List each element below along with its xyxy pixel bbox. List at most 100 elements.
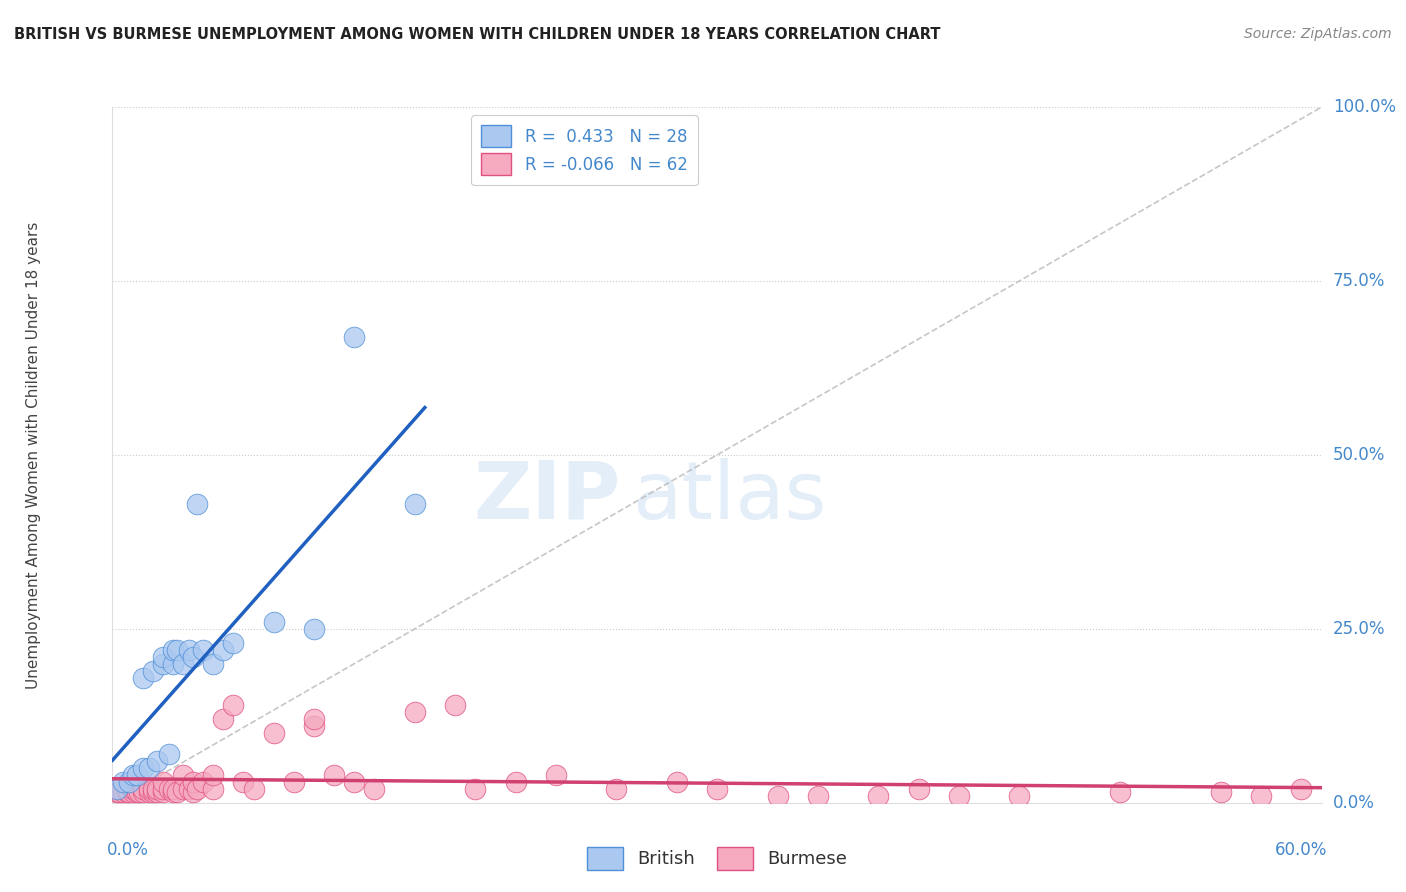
Point xyxy=(115,785,138,799)
Point xyxy=(283,775,305,789)
Point xyxy=(121,785,143,799)
Point xyxy=(125,785,148,799)
Point xyxy=(152,657,174,671)
Point xyxy=(177,642,200,657)
Text: 0.0%: 0.0% xyxy=(1333,794,1375,812)
Point xyxy=(807,789,830,803)
Point xyxy=(138,785,160,799)
Point xyxy=(172,768,194,782)
Point xyxy=(907,781,929,796)
Point xyxy=(146,785,169,799)
Point xyxy=(181,649,204,664)
Text: ZIP: ZIP xyxy=(472,458,620,536)
Point xyxy=(706,781,728,796)
Point xyxy=(117,775,139,789)
Point xyxy=(107,785,129,799)
Point xyxy=(1250,789,1272,803)
Point xyxy=(212,642,235,657)
Point xyxy=(222,636,245,650)
Point xyxy=(242,781,264,796)
Text: Source: ZipAtlas.com: Source: ZipAtlas.com xyxy=(1244,27,1392,41)
Point xyxy=(121,768,143,782)
Point xyxy=(157,747,180,761)
Point xyxy=(111,775,134,789)
Point xyxy=(157,781,180,796)
Point xyxy=(132,785,155,799)
Point xyxy=(222,698,245,713)
Text: Unemployment Among Women with Children Under 18 years: Unemployment Among Women with Children U… xyxy=(27,221,41,689)
Text: 50.0%: 50.0% xyxy=(1333,446,1385,464)
Point xyxy=(202,657,225,671)
Point xyxy=(142,664,165,678)
Point xyxy=(665,775,688,789)
Point xyxy=(105,785,128,799)
Point xyxy=(544,768,567,782)
Point xyxy=(766,789,789,803)
Point xyxy=(263,615,285,629)
Point xyxy=(146,781,169,796)
Point xyxy=(146,754,169,768)
Point xyxy=(152,649,174,664)
Point xyxy=(132,761,155,775)
Text: 75.0%: 75.0% xyxy=(1333,272,1385,290)
Point xyxy=(202,768,225,782)
Text: 0.0%: 0.0% xyxy=(107,841,148,859)
Point xyxy=(1008,789,1031,803)
Point xyxy=(132,781,155,796)
Point xyxy=(1209,785,1232,799)
Point xyxy=(152,785,174,799)
Point xyxy=(121,781,143,796)
Point xyxy=(105,781,128,796)
Point xyxy=(172,781,194,796)
Point xyxy=(263,726,285,740)
Point xyxy=(1291,781,1313,796)
Point xyxy=(142,785,165,799)
Point xyxy=(404,497,426,511)
Point xyxy=(505,775,527,789)
Point xyxy=(138,761,160,775)
Point xyxy=(948,789,970,803)
Point xyxy=(162,781,184,796)
Point xyxy=(302,712,325,726)
Point xyxy=(302,622,325,636)
Point xyxy=(152,781,174,796)
Point xyxy=(138,781,160,796)
Point xyxy=(302,719,325,733)
Point xyxy=(152,775,174,789)
Point xyxy=(128,785,150,799)
Point xyxy=(125,768,148,782)
Point xyxy=(343,775,366,789)
Point xyxy=(323,768,346,782)
Point xyxy=(132,671,155,685)
Point xyxy=(172,657,194,671)
Point xyxy=(142,781,165,796)
Point xyxy=(186,781,208,796)
Point xyxy=(177,781,200,796)
Point xyxy=(232,775,254,789)
Point xyxy=(868,789,890,803)
Text: atlas: atlas xyxy=(633,458,827,536)
Point xyxy=(191,642,214,657)
Point xyxy=(202,781,225,796)
Point xyxy=(166,785,188,799)
Point xyxy=(186,497,208,511)
Point xyxy=(166,642,188,657)
Point xyxy=(191,775,214,789)
Text: BRITISH VS BURMESE UNEMPLOYMENT AMONG WOMEN WITH CHILDREN UNDER 18 YEARS CORRELA: BRITISH VS BURMESE UNEMPLOYMENT AMONG WO… xyxy=(14,27,941,42)
Point xyxy=(404,706,426,720)
Point xyxy=(212,712,235,726)
Point xyxy=(162,642,184,657)
Point xyxy=(181,785,204,799)
Point xyxy=(181,775,204,789)
Point xyxy=(605,781,627,796)
Point xyxy=(117,785,139,799)
Point xyxy=(162,785,184,799)
Point xyxy=(444,698,467,713)
Point xyxy=(363,781,385,796)
Legend: British, Burmese: British, Burmese xyxy=(579,839,855,877)
Point xyxy=(111,785,134,799)
Text: 25.0%: 25.0% xyxy=(1333,620,1385,638)
Text: 100.0%: 100.0% xyxy=(1333,98,1396,116)
Text: 60.0%: 60.0% xyxy=(1275,841,1327,859)
Point xyxy=(343,329,366,343)
